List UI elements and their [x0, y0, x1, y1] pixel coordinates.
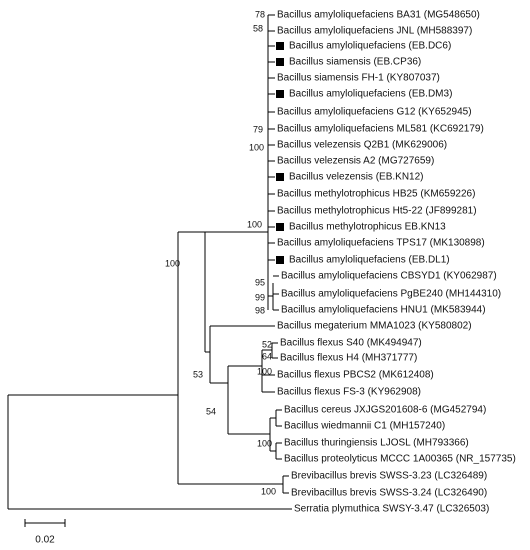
bootstrap-value: 98	[255, 305, 265, 315]
marker-square	[276, 256, 284, 264]
branches	[7, 15, 286, 527]
marker-square	[276, 42, 284, 50]
marker-square	[276, 173, 284, 181]
bootstrap-value: 79	[253, 124, 263, 134]
leaf-label: Bacillus flexus PBCS2 (MK612408)	[277, 370, 434, 381]
leaf-label: Bacillus amyloliquefaciens BA31 (MG54865…	[277, 10, 480, 21]
leaf-label: Brevibacillus brevis SWSS-3.23 (LC326489…	[291, 471, 487, 482]
bootstrap-value: 95	[255, 277, 265, 287]
bootstrap-value: 64	[262, 351, 272, 361]
leaf-label: Bacillus amyloliquefaciens G12 (KY652945…	[277, 107, 472, 118]
leaf-label: Bacillus thuringiensis LJOSL (MH793366)	[284, 438, 469, 449]
leaf-label: Serratia plymuthica SWSY-3.47 (LC326503)	[294, 504, 489, 515]
leaf-label: Bacillus cereus JXJGS201608-6 (MG452794)	[284, 405, 486, 416]
leaf-label: Bacillus amyloliquefaciens PgBE240 (MH14…	[281, 289, 501, 300]
leaf-label: Bacillus velezensis Q2B1 (MK629006)	[277, 140, 447, 151]
bootstrap-value: 100	[249, 142, 264, 152]
bootstrap-value: 99	[255, 292, 265, 302]
scale-bar-label: 0.02	[35, 535, 55, 546]
leaf-label: Bacillus flexus H4 (MH371777)	[280, 353, 417, 364]
leaf-label: Bacillus flexus S40 (MK494947)	[280, 338, 422, 349]
bootstrap-value: 52	[262, 339, 272, 349]
marker-square	[276, 90, 284, 98]
bootstrap-value: 53	[193, 369, 203, 379]
leaf-label: Bacillus megaterium MMA1023 (KY580802)	[277, 321, 472, 332]
leaf-label: Brevibacillus brevis SWSS-3.24 (LC326490…	[291, 488, 487, 499]
bootstrap-value: 78	[255, 9, 265, 19]
leaf-label: Bacillus amyloliquefaciens JNL (MH588397…	[277, 26, 472, 37]
leaf-label: Bacillus amyloliquefaciens HNU1 (MK58394…	[281, 305, 486, 316]
leaf-label: Bacillus wiedmannii C1 (MH157240)	[284, 421, 445, 432]
bootstrap-value: 100	[257, 438, 272, 448]
bootstrap-value: 100	[247, 219, 262, 229]
bootstrap-value: 100	[257, 366, 272, 376]
leaf-label: Bacillus amyloliquefaciens ML581 (KC6921…	[277, 124, 484, 135]
marker-square	[276, 58, 284, 66]
leaf-label: Bacillus siamensis FH-1 (KY807037)	[277, 73, 440, 84]
bootstrap-value: 54	[206, 406, 216, 416]
leaf-label: Bacillus amyloliquefaciens CBSYD1 (KY062…	[281, 271, 497, 282]
leaf-label: Bacillus methylotrophicus HB25 (KM659226…	[277, 189, 475, 200]
leaf-label: Bacillus amyloliquefaciens (EB.DL1)	[289, 255, 450, 266]
bootstrap-value: 100	[261, 486, 276, 496]
marker-square	[276, 223, 284, 231]
leaf-label: Bacillus amyloliquefaciens (EB.DC6)	[289, 41, 451, 52]
leaf-label: Bacillus amyloliquefaciens TPS17 (MK1308…	[277, 238, 485, 249]
bootstrap-value: 100	[165, 258, 180, 268]
leaf-label: Bacillus methylotrophicus EB.KN13	[289, 222, 446, 233]
leaf-label: Bacillus velezensis (EB.KN12)	[289, 172, 424, 183]
leaf-label: Bacillus siamensis (EB.CP36)	[289, 57, 421, 68]
leaf-label: Bacillus proteolyticus MCCC 1A00365 (NR_…	[284, 454, 516, 465]
leaf-label: Bacillus velezensis A2 (MG727659)	[277, 156, 434, 167]
bootstrap-value: 58	[253, 23, 263, 33]
leaf-label: Bacillus flexus FS-3 (KY962908)	[277, 387, 421, 398]
leaf-label: Bacillus methylotrophicus Ht5-22 (JF8992…	[277, 206, 477, 217]
leaf-label: Bacillus amyloliquefaciens (EB.DM3)	[289, 89, 452, 100]
